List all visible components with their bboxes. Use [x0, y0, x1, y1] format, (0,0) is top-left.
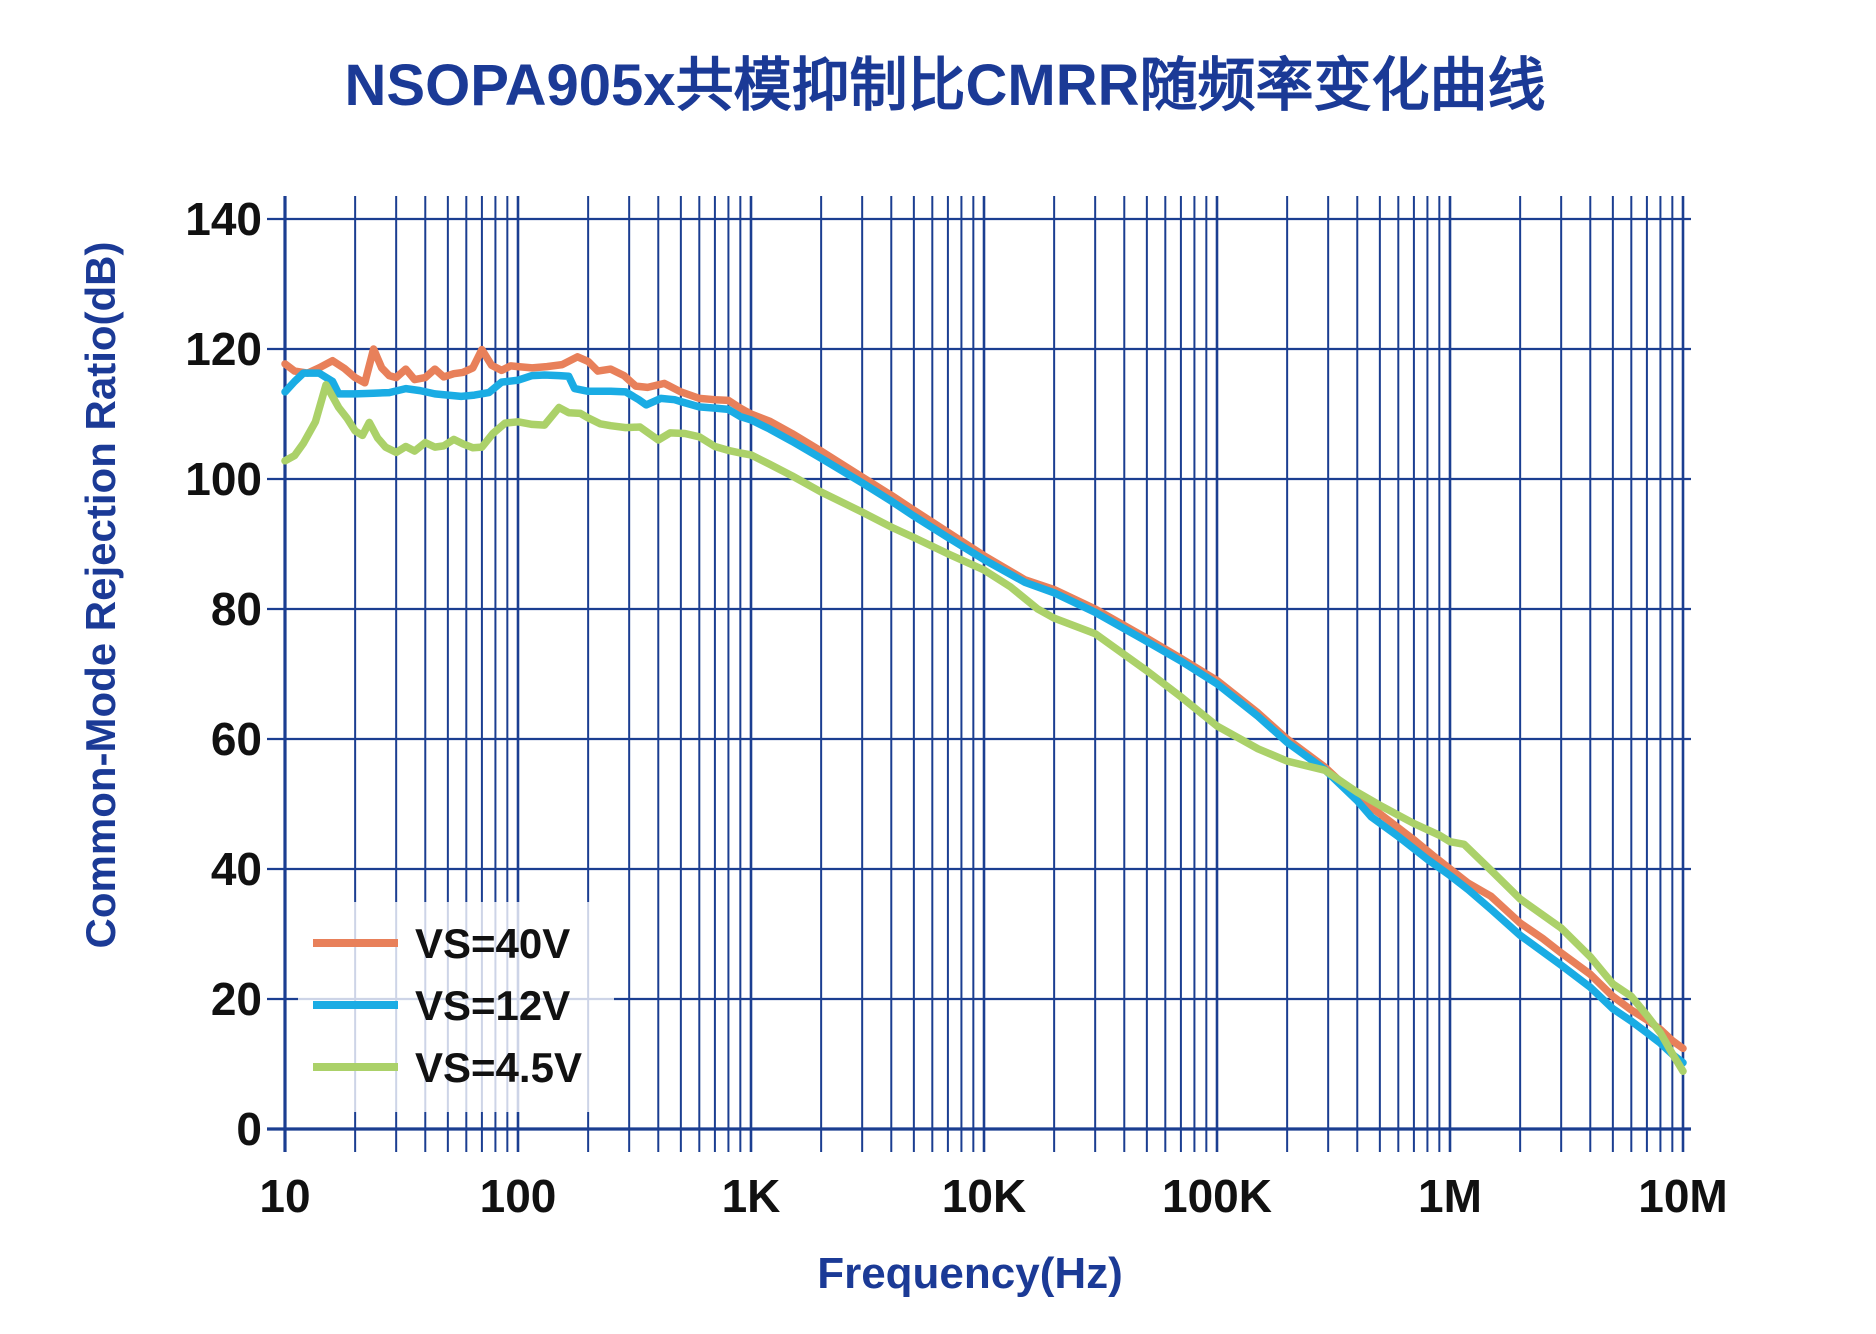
x-axis-tick-labels: 10 100 1K 10K 100K 1M 10M [259, 1170, 1727, 1222]
x-tick-label: 10 [259, 1170, 310, 1222]
y-tick-label: 60 [211, 713, 262, 765]
legend-label: VS=40V [415, 920, 570, 967]
x-tick-label: 1M [1418, 1170, 1482, 1222]
legend-label: VS=12V [415, 982, 570, 1029]
y-tick-label: 0 [236, 1103, 262, 1155]
y-tick-label: 80 [211, 583, 262, 635]
plot-series [281, 345, 1687, 1075]
x-tick-label: 1K [722, 1170, 781, 1222]
x-tick-label: 10K [942, 1170, 1026, 1222]
x-tick-label: 100K [1162, 1170, 1272, 1222]
y-tick-label: 20 [211, 973, 262, 1025]
x-tick-label: 100 [480, 1170, 557, 1222]
y-axis-title: Common-Mode Rejection Ratio(dB) [77, 242, 124, 949]
x-axis-title: Frequency(Hz) [817, 1249, 1123, 1298]
series-line-vs-12v [281, 369, 1687, 1067]
chart-title: NSOPA905x共模抑制比CMRR随频率变化曲线 [345, 53, 1546, 118]
y-tick-label: 120 [185, 323, 262, 375]
series-line-vs-40v [281, 345, 1687, 1053]
y-tick-label: 40 [211, 843, 262, 895]
x-tick-label: 10M [1638, 1170, 1727, 1222]
y-axis-tick-labels: 0 20 40 60 80 100 120 140 [185, 193, 262, 1155]
y-tick-label: 100 [185, 453, 262, 505]
legend-label: VS=4.5V [415, 1044, 582, 1091]
y-tick-label: 140 [185, 193, 262, 245]
series-line-vs-4-5v [281, 381, 1687, 1075]
chart-legend: VS=40V VS=12V VS=4.5V [298, 902, 614, 1112]
